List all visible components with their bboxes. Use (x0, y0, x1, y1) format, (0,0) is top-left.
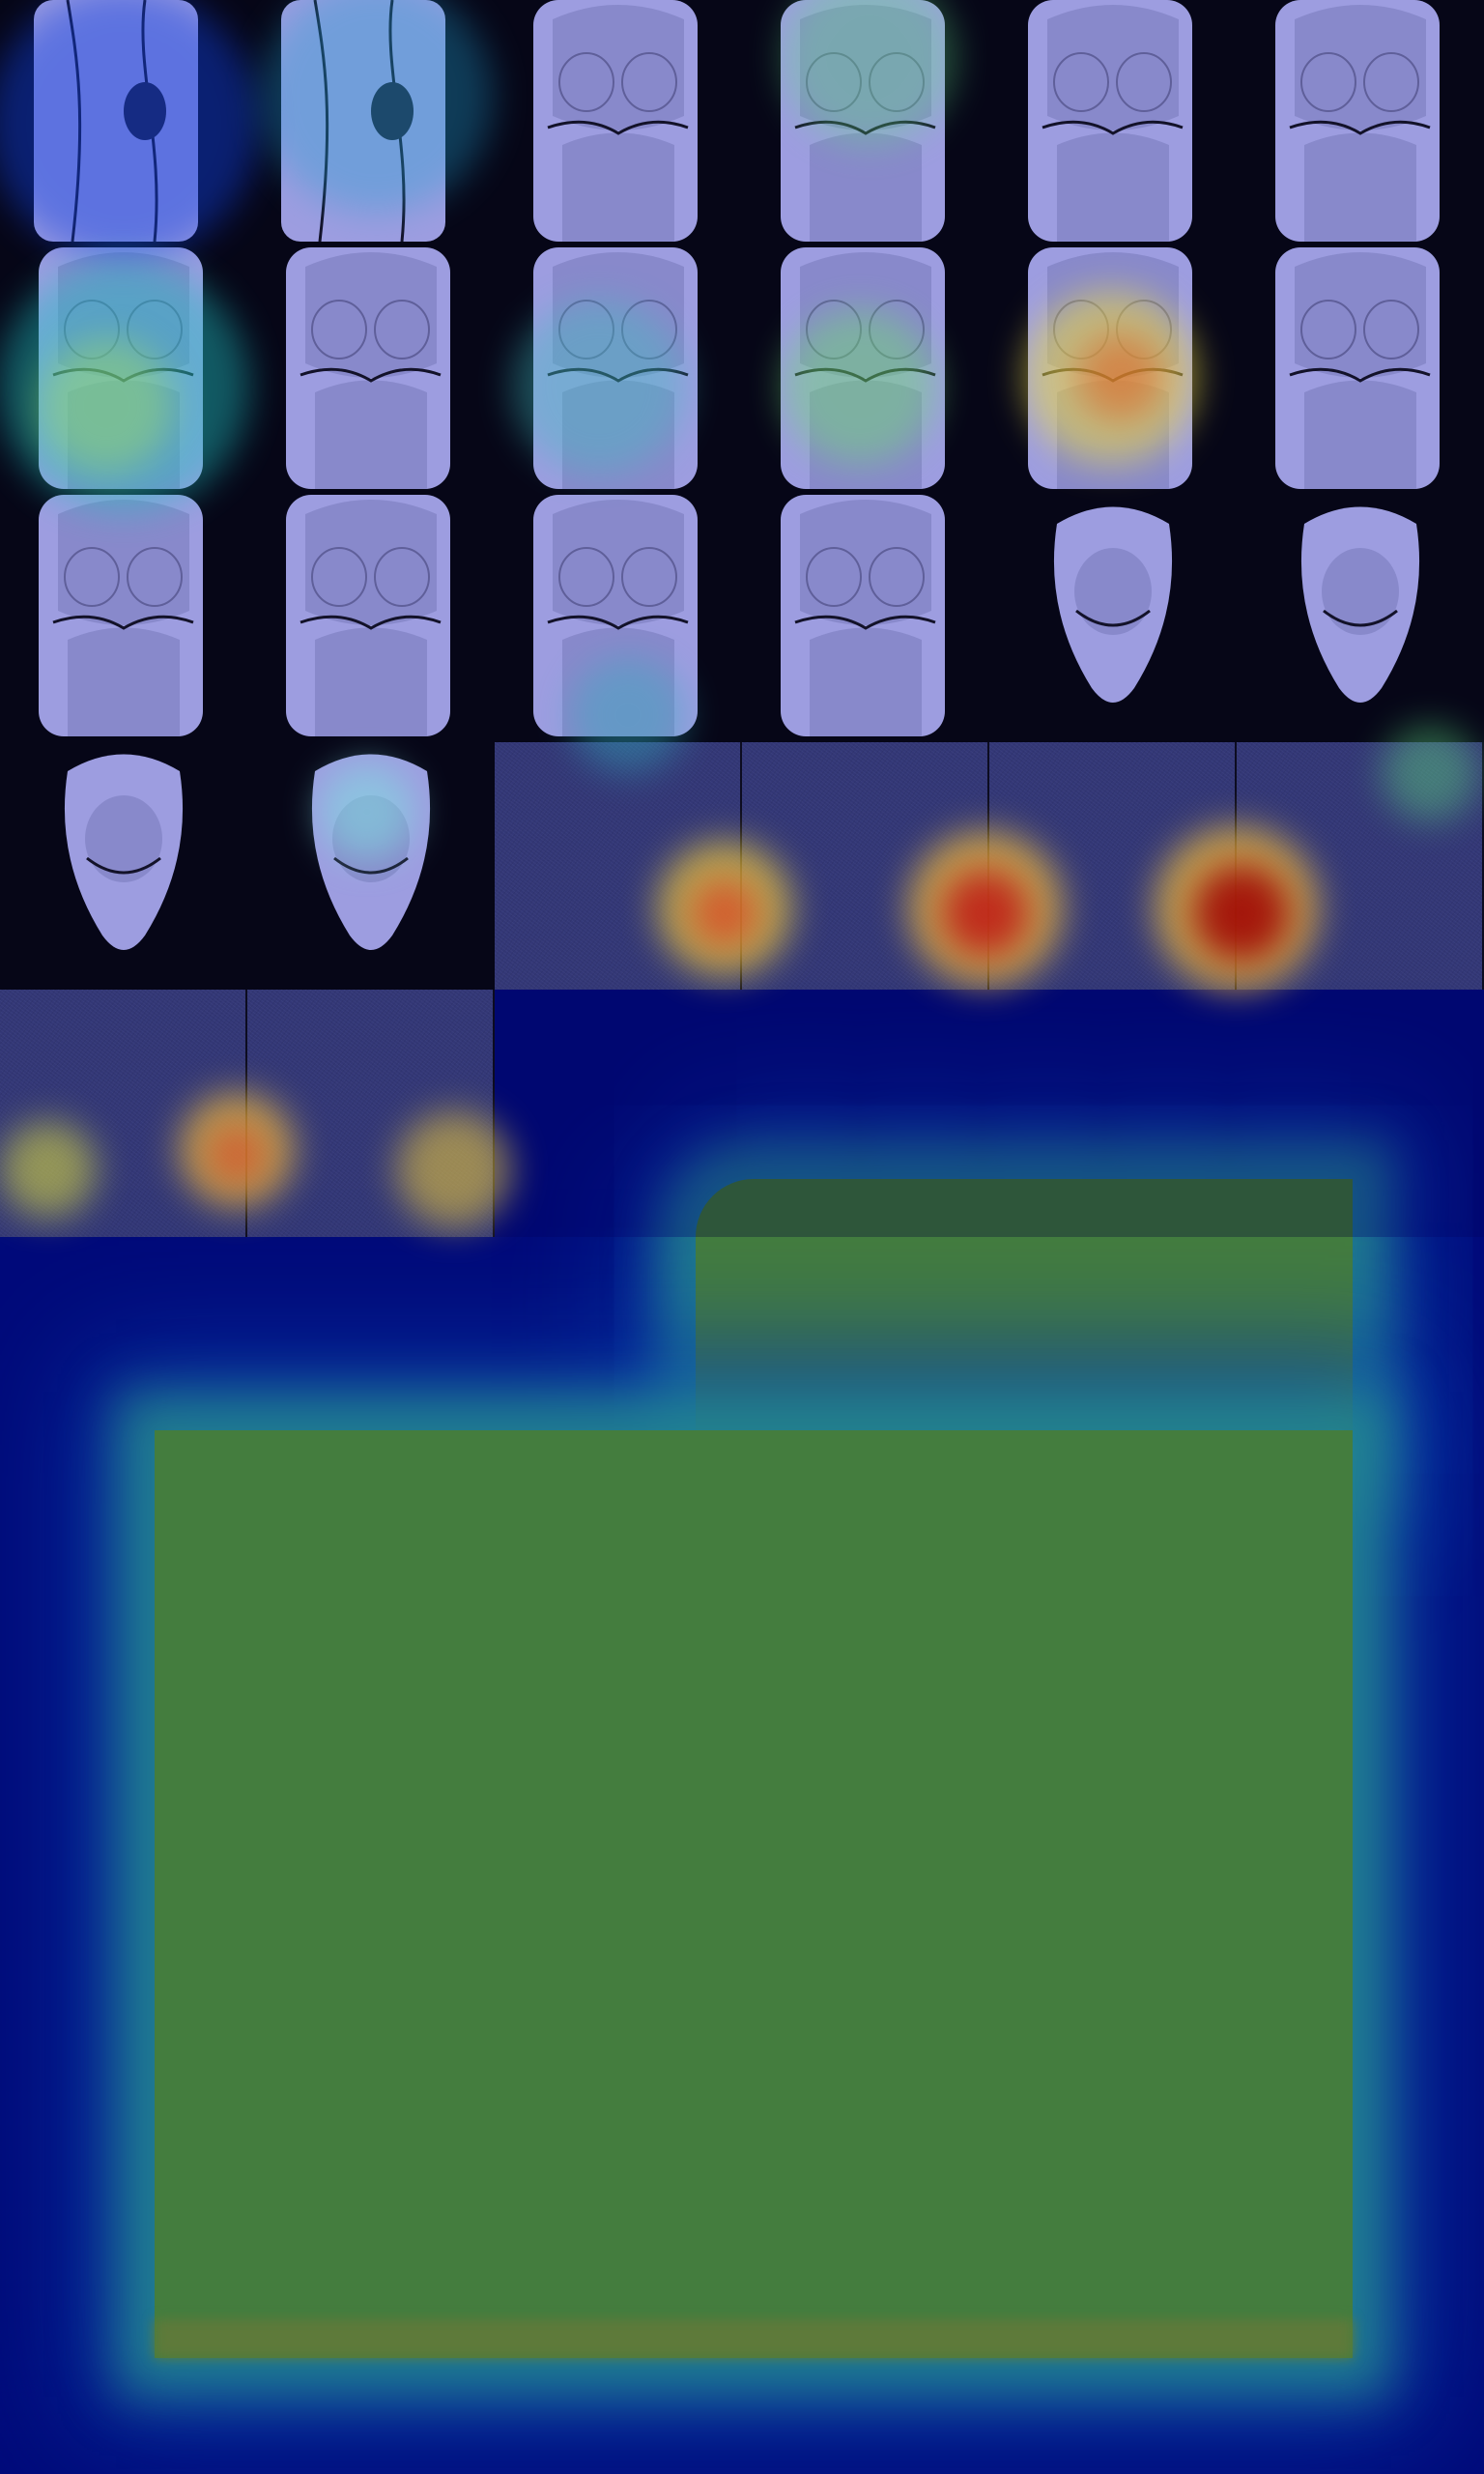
mri-slice-image (1028, 247, 1192, 489)
mri-slice-tile (495, 247, 742, 495)
mri-slice-image (286, 247, 450, 489)
empty-grid-area-upper (696, 1179, 1353, 1469)
mri-slice-image (286, 495, 450, 736)
mri-slice-image (1053, 506, 1173, 703)
mri-slice-image (281, 0, 445, 243)
mri-slice-tile (495, 495, 742, 742)
mri-slice-tile (247, 0, 495, 247)
mri-slice-tile (742, 742, 989, 990)
mri-slice-tile (0, 990, 247, 1237)
mri-slice-image (34, 0, 198, 243)
mri-slice-tile (247, 495, 495, 742)
mri-slice-image (1028, 0, 1192, 242)
mri-slice-image (39, 495, 203, 736)
mri-slice-tile (0, 247, 247, 495)
mri-slice-image (533, 247, 698, 489)
mri-slice-image (39, 247, 203, 489)
mri-slice-tile (0, 0, 247, 247)
mri-slice-tile (1237, 742, 1484, 990)
mri-slice-image (1275, 247, 1440, 489)
mri-slice-image (311, 754, 431, 950)
mri-slice-tile (742, 495, 989, 742)
mri-slice-tile (1237, 0, 1484, 247)
mri-slice-tile (989, 0, 1237, 247)
mri-slice-image (533, 0, 698, 242)
mri-slice-image (781, 247, 945, 489)
mri-slice-image (781, 495, 945, 736)
mri-slice-image (64, 754, 184, 950)
mri-slice-tile (989, 495, 1237, 742)
empty-grid-area-bottom-band (155, 2319, 1353, 2358)
mri-slice-tile (495, 742, 742, 990)
slice-seam (493, 990, 495, 1237)
mri-slice-tile (1237, 247, 1484, 495)
empty-grid-area (155, 1430, 1353, 2358)
mri-slice-image (1275, 0, 1440, 242)
mri-slice-image (1300, 506, 1420, 703)
mri-slice-tile (1237, 495, 1484, 742)
mri-slice-tile (989, 742, 1237, 990)
mri-slice-tile (989, 247, 1237, 495)
mri-slice-tile (247, 742, 495, 990)
mri-slice-tile (0, 742, 247, 990)
mri-slice-tile (742, 0, 989, 247)
mri-slice-tile (0, 495, 247, 742)
mri-slice-image (533, 495, 698, 736)
mri-slice-tile (495, 0, 742, 247)
mri-slice-tile (247, 990, 495, 1237)
mri-slice-tile (742, 247, 989, 495)
mri-slice-tile (247, 247, 495, 495)
mri-slice-image (781, 0, 945, 242)
